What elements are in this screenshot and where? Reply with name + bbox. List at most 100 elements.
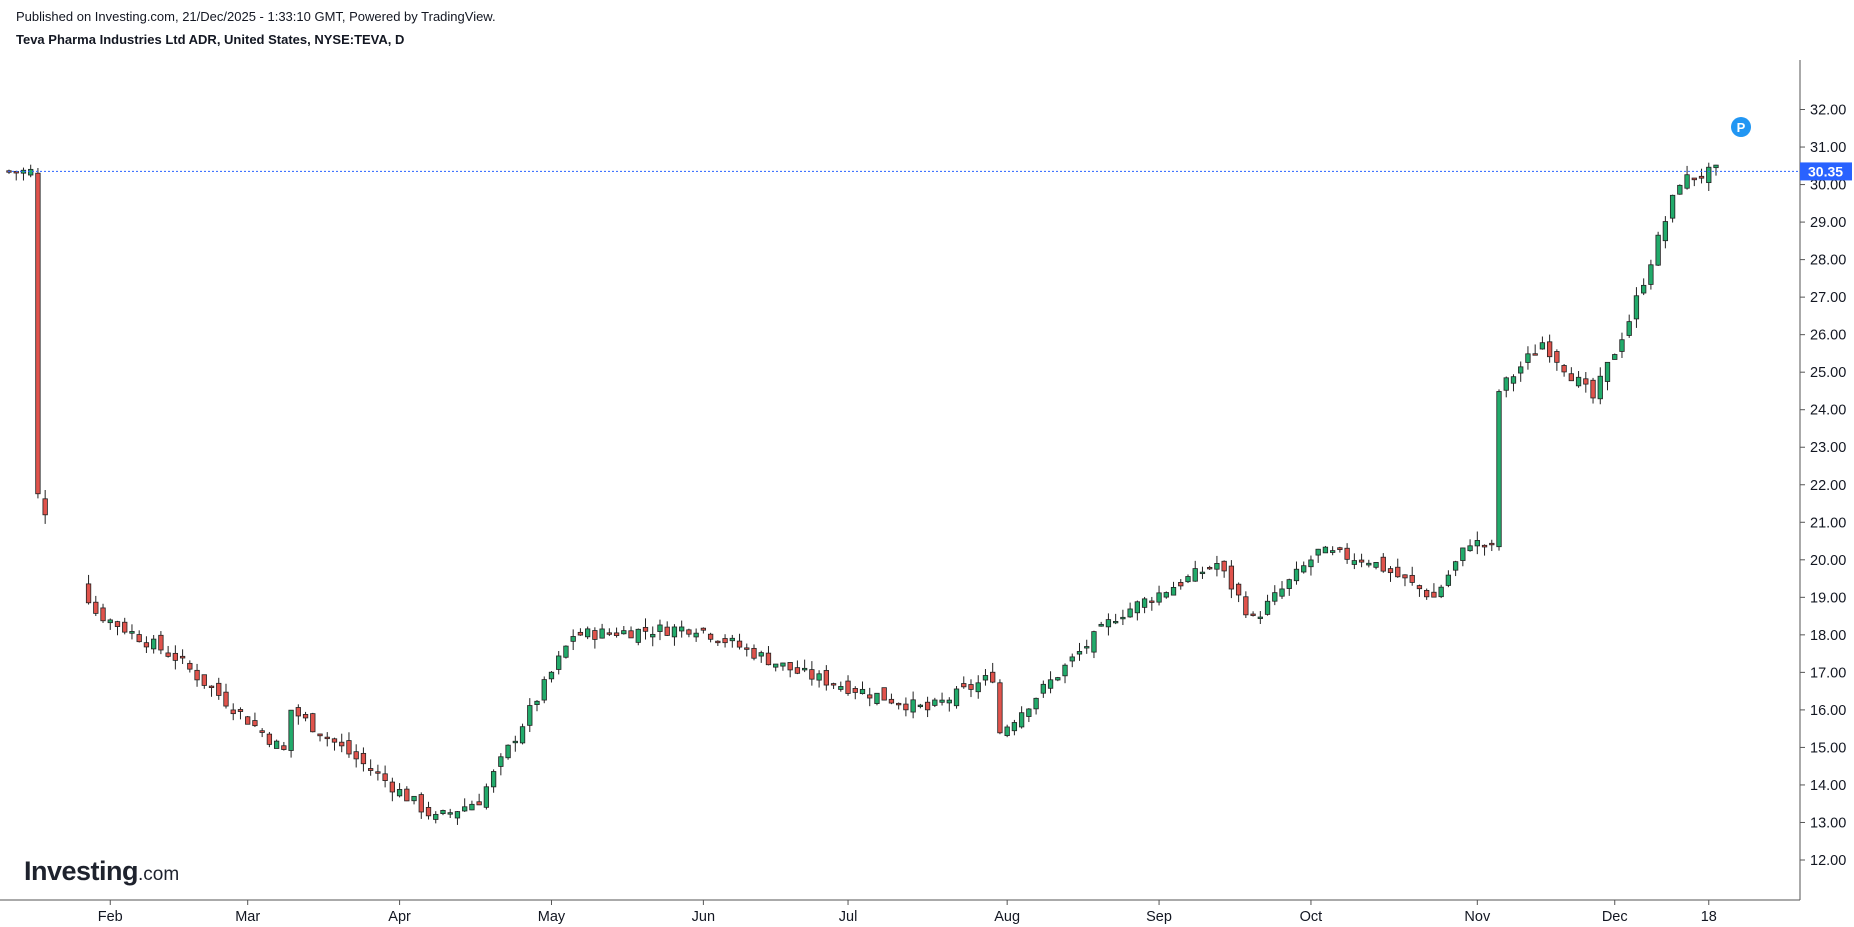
candle	[1662, 216, 1669, 249]
candle	[447, 808, 453, 819]
candle-body	[1134, 601, 1140, 614]
chart-symbol-title: Teva Pharma Industries Ltd ADR, United S…	[16, 32, 405, 47]
candle-body	[1055, 677, 1061, 681]
candle	[1590, 377, 1596, 404]
candle-body	[469, 803, 475, 811]
candle-body	[288, 709, 294, 751]
candle-body	[194, 669, 200, 681]
candle-body	[1532, 353, 1538, 356]
candle-body	[151, 638, 157, 650]
candle	[570, 629, 576, 651]
candle-body	[158, 634, 164, 651]
candle	[107, 618, 113, 630]
candle	[1677, 184, 1683, 195]
candle-body	[505, 744, 511, 759]
candle	[1156, 585, 1162, 606]
candle	[1366, 559, 1372, 568]
candle	[1322, 545, 1329, 554]
candle	[1127, 602, 1133, 618]
candle-body	[1330, 550, 1336, 553]
candle-body	[1604, 361, 1611, 382]
candle-body	[324, 736, 330, 740]
candle	[440, 809, 446, 816]
candle	[346, 732, 352, 758]
candle	[425, 801, 432, 820]
candle-body	[1648, 264, 1654, 285]
candle-body	[1590, 379, 1596, 399]
candle-body	[548, 671, 555, 680]
candle-body	[172, 652, 179, 661]
candle-body	[1011, 722, 1018, 732]
candle-body	[1344, 547, 1350, 560]
candle	[1561, 364, 1567, 377]
candle	[650, 626, 656, 647]
price-tick-label: 15.00	[1810, 740, 1846, 756]
price-tick-label: 30.00	[1810, 178, 1846, 194]
candle-body	[1286, 579, 1292, 589]
time-tick-label: Mar	[235, 909, 260, 925]
candle-body	[35, 172, 41, 495]
candle	[136, 630, 142, 643]
candle-body	[982, 675, 989, 681]
candle-body	[1214, 563, 1220, 570]
time-tick-label: Apr	[388, 909, 411, 925]
candle-body	[722, 638, 728, 644]
candle	[693, 628, 699, 642]
candle	[642, 618, 649, 640]
candle-body	[1525, 353, 1531, 363]
candle-body	[1272, 592, 1278, 602]
candle	[158, 631, 164, 655]
candle-body	[1373, 561, 1379, 568]
candle-body	[1409, 574, 1415, 583]
candle	[382, 765, 388, 788]
candle	[1250, 611, 1256, 617]
candle	[259, 728, 265, 738]
candle-body	[801, 667, 808, 671]
candle	[114, 620, 121, 636]
candle-body	[1481, 544, 1488, 548]
candle	[179, 649, 186, 665]
candle-body	[924, 701, 931, 711]
time-tick-label: Nov	[1464, 909, 1491, 925]
candle-body	[100, 607, 106, 622]
candle-body	[1438, 586, 1444, 598]
candle-body	[961, 683, 967, 688]
candle	[585, 626, 591, 640]
price-tick-label: 26.00	[1810, 328, 1846, 344]
candle	[302, 711, 309, 722]
candle	[353, 744, 359, 768]
candle	[1503, 376, 1509, 398]
candle-body	[527, 705, 533, 726]
candle	[1438, 584, 1444, 599]
time-tick-label: Jun	[692, 909, 715, 925]
candle-body	[1301, 565, 1307, 573]
candle	[1387, 566, 1394, 582]
candle-body	[700, 627, 707, 631]
candle	[230, 703, 236, 721]
candle-body	[946, 699, 952, 704]
candle-body	[642, 626, 649, 632]
candle	[1626, 314, 1632, 338]
candle-body	[671, 626, 678, 638]
candle-body	[751, 647, 757, 659]
candle-body	[1279, 588, 1285, 597]
candle-body	[1228, 565, 1235, 590]
candle-body	[1040, 683, 1046, 694]
candle	[1648, 259, 1654, 290]
candle-body	[273, 740, 280, 749]
candle-body	[1091, 631, 1097, 653]
candle	[194, 663, 200, 687]
candle	[216, 677, 222, 700]
candle-body	[1243, 596, 1249, 616]
candle-body	[1047, 679, 1054, 689]
candle-body	[1149, 600, 1155, 603]
candle-body	[556, 655, 562, 670]
candle	[1199, 566, 1206, 579]
candle-body	[1387, 568, 1394, 574]
time-tick-label: Jul	[839, 909, 858, 925]
candle	[606, 628, 612, 637]
price-tick-label: 21.00	[1810, 515, 1846, 531]
candle	[722, 634, 728, 648]
candle	[1337, 546, 1343, 553]
